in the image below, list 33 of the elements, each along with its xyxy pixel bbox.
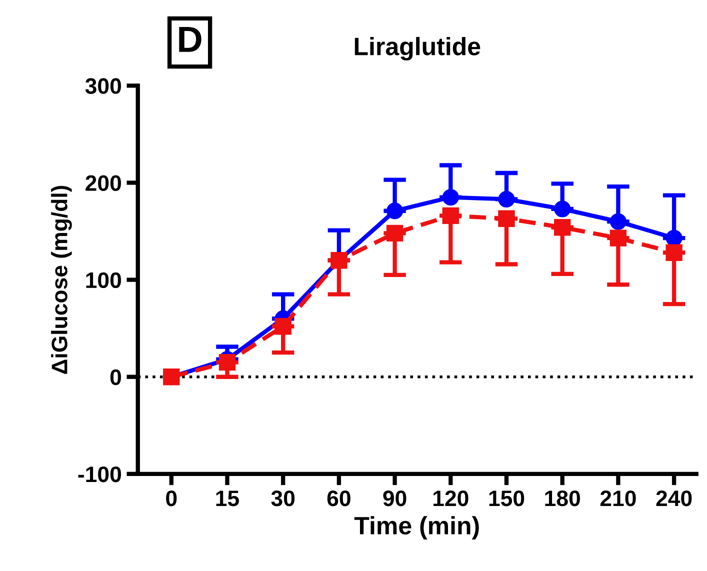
point — [610, 230, 627, 246]
x-tick-label: 30 — [271, 490, 295, 506]
point — [386, 224, 404, 242]
x-tick-label: 15 — [216, 490, 239, 506]
x-tick-label: 0 — [166, 490, 177, 506]
y-tick-label: 300 — [85, 78, 121, 94]
x-tick-label: 150 — [489, 490, 524, 506]
y-tick-label: -100 — [78, 466, 121, 482]
x-axis-title: Time (min) — [354, 516, 479, 540]
point — [610, 213, 627, 230]
y-tick-label: 200 — [86, 175, 121, 191]
point — [666, 230, 682, 246]
chart-title: Liraglutide — [354, 36, 480, 60]
point — [498, 210, 515, 227]
point — [386, 202, 404, 220]
point — [218, 354, 236, 371]
x-tick-label: 120 — [434, 490, 468, 506]
y-axis-title: ΔiGlucose (mg/dl) — [51, 186, 72, 374]
point — [274, 318, 292, 335]
x-tick-label: 90 — [383, 490, 406, 506]
point — [442, 207, 459, 224]
point — [554, 219, 571, 236]
x-tick-label: 60 — [327, 490, 350, 506]
point — [666, 244, 682, 261]
x-tick-label: 180 — [545, 490, 580, 506]
point — [442, 188, 459, 206]
point — [498, 190, 515, 208]
y-tick-label: 100 — [86, 272, 121, 288]
point — [554, 200, 571, 218]
y-tick-label: 0 — [110, 369, 121, 386]
x-tick-label: 210 — [600, 490, 636, 506]
text: D — [179, 27, 202, 52]
x-tick-label: 240 — [656, 490, 692, 506]
